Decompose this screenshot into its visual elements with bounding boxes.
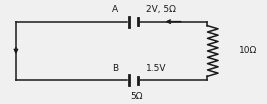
- Text: 2V, 5Ω: 2V, 5Ω: [146, 5, 176, 14]
- Text: 10Ω: 10Ω: [239, 46, 257, 56]
- Text: 5Ω: 5Ω: [130, 92, 142, 101]
- Text: B: B: [112, 64, 118, 73]
- Text: 1.5V: 1.5V: [146, 64, 167, 73]
- Text: A: A: [112, 5, 118, 14]
